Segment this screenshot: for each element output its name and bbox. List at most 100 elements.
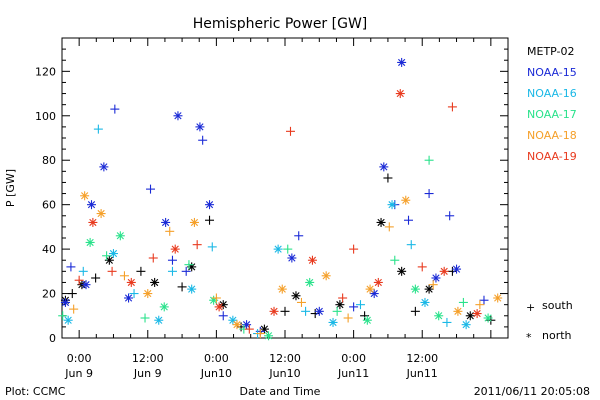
data-point	[404, 215, 414, 225]
data-point	[424, 155, 434, 165]
series-legend: METP-02 NOAA-15 NOAA-16 NOAA-17 NOAA-18 NOAA-…	[527, 45, 577, 163]
data-point	[205, 200, 215, 210]
data-point	[177, 282, 187, 292]
data-point	[447, 102, 457, 112]
x-tick-label-time: 12:00	[269, 352, 301, 365]
data-point	[453, 306, 463, 316]
data-point	[184, 260, 194, 270]
data-point	[259, 324, 269, 334]
data-point	[170, 244, 180, 254]
series-noaa-15	[60, 57, 489, 336]
data-point	[104, 255, 114, 265]
data-point	[310, 309, 320, 319]
legend-entry: NOAA-18	[527, 129, 577, 142]
data-point	[307, 255, 317, 265]
data-point	[80, 191, 90, 201]
series-noaa-16	[63, 124, 471, 339]
data-point	[81, 280, 91, 290]
data-point	[452, 264, 462, 274]
data-point	[373, 277, 383, 287]
data-point	[395, 89, 405, 99]
data-point	[93, 124, 103, 134]
data-point	[458, 297, 468, 307]
data-point	[58, 311, 68, 321]
data-point	[150, 277, 160, 287]
data-point	[472, 309, 482, 319]
data-point	[431, 273, 441, 283]
data-point	[66, 262, 76, 272]
data-point	[165, 226, 175, 236]
legend-entry: NOAA-15	[527, 66, 577, 79]
chart-title: Hemispheric Power [GW]	[193, 16, 368, 32]
data-point	[115, 231, 125, 241]
x-tick-label-time: 12:00	[406, 352, 438, 365]
data-point	[143, 289, 153, 299]
data-point	[69, 304, 79, 314]
data-point	[301, 306, 311, 316]
data-point	[383, 173, 393, 183]
data-point	[493, 293, 503, 303]
y-tick-label: 80	[42, 154, 56, 167]
series-noaa-17	[58, 155, 493, 341]
data-point	[78, 266, 88, 276]
data-point	[332, 306, 342, 316]
y-tick-label: 100	[35, 110, 56, 123]
data-point	[264, 331, 274, 341]
data-point	[244, 324, 254, 334]
data-point	[442, 317, 452, 327]
data-point	[87, 200, 97, 210]
data-point	[273, 244, 283, 254]
data-point	[211, 293, 221, 303]
x-tick-label-date: Jun11	[406, 367, 438, 380]
footer-timestamp: 2011/06/11 20:05:08	[474, 385, 590, 398]
data-point	[198, 135, 208, 145]
data-point	[96, 209, 106, 219]
data-point	[424, 189, 434, 199]
data-point	[445, 211, 455, 221]
data-point	[410, 306, 420, 316]
data-point	[420, 297, 430, 307]
x-tick-label-time: 0:00	[341, 352, 366, 365]
data-point	[161, 217, 171, 227]
series-noaa-19	[74, 89, 482, 334]
data-point	[167, 255, 177, 265]
y-tick-label: 60	[42, 199, 56, 212]
data-point	[192, 240, 202, 250]
data-point	[305, 277, 315, 287]
data-point	[60, 297, 70, 307]
data-point	[205, 215, 215, 225]
data-point	[207, 242, 217, 252]
symbol-legend-glyph: +	[526, 301, 535, 314]
x-tick-label-time: 12:00	[132, 352, 164, 365]
data-point	[424, 284, 434, 294]
data-point	[283, 244, 293, 254]
y-tick-label: 40	[42, 243, 56, 256]
plot-border	[61, 37, 509, 339]
data-point	[461, 320, 471, 330]
data-point	[167, 266, 177, 276]
x-axis-label: Date and Time	[240, 385, 321, 398]
data-point	[387, 200, 397, 210]
data-point	[277, 284, 287, 294]
data-point	[287, 253, 297, 263]
data-point	[328, 317, 338, 327]
data-point	[447, 266, 457, 276]
data-point	[479, 295, 489, 305]
data-point	[195, 122, 205, 132]
data-point	[369, 289, 379, 299]
data-point	[124, 293, 134, 303]
data-point	[91, 273, 101, 283]
data-point	[88, 217, 98, 227]
footer-plot-credit: Plot: CCMC	[5, 385, 66, 398]
data-point	[465, 311, 475, 321]
data-point	[269, 306, 279, 316]
data-point	[74, 275, 84, 285]
data-point	[181, 266, 191, 276]
y-tick-label: 20	[42, 288, 56, 301]
data-point	[108, 249, 118, 259]
x-tick-label-date: Jun10	[268, 367, 300, 380]
data-point	[379, 162, 389, 172]
y-axis-label: P [GW]	[4, 169, 17, 207]
symbol-legend-label: north	[542, 329, 572, 342]
